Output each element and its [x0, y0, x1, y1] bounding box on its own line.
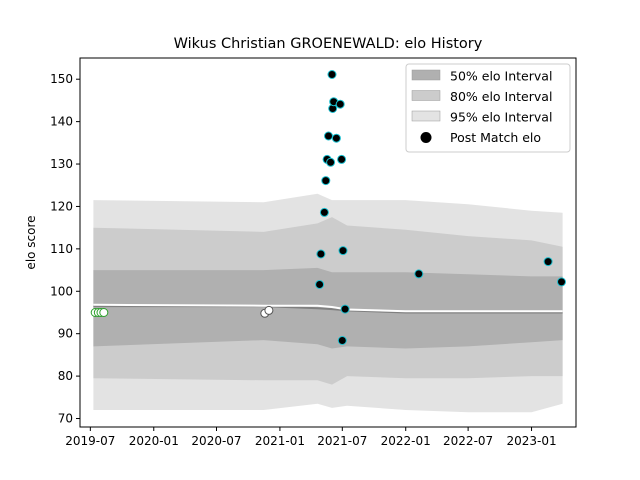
post-match-point	[337, 154, 347, 164]
post-match-point	[321, 176, 331, 186]
post-match-point	[315, 280, 325, 289]
y-axis: 70 80 90 100 110 120 130 140 150	[50, 72, 80, 426]
gap-point	[264, 305, 274, 315]
x-tick-label: 2022-01	[381, 434, 431, 448]
y-tick-label: 90	[58, 327, 73, 341]
y-tick-label: 70	[58, 412, 73, 426]
post-match-point	[326, 157, 336, 167]
post-match-point	[543, 257, 553, 267]
post-match-point	[557, 277, 566, 287]
y-tick-label: 110	[50, 242, 73, 256]
early-point	[99, 308, 109, 317]
post-match-point	[414, 269, 424, 279]
x-tick-label: 2020-01	[129, 434, 179, 448]
y-axis-label: elo score	[24, 215, 38, 269]
y-tick-label: 100	[50, 284, 73, 298]
y-tick-label: 80	[58, 369, 73, 383]
x-axis: 2019-07 2020-01 2020-07 2021-01 2021-07 2022-…	[65, 427, 557, 448]
post-match-point	[319, 207, 329, 217]
post-match-point	[337, 336, 347, 345]
plot-frame	[79, 57, 577, 428]
legend-label: 50% elo Interval	[450, 69, 552, 84]
x-tick-label: 2019-07	[65, 434, 115, 448]
post-match-point	[324, 131, 333, 141]
post-match-point	[338, 246, 348, 256]
post-match-point	[316, 249, 326, 259]
post-match-point	[327, 70, 337, 79]
x-tick-label: 2022-07	[443, 434, 493, 448]
legend-label: 95% elo Interval	[450, 110, 552, 125]
x-tick-label: 2023-01	[506, 434, 556, 448]
y-tick-label: 130	[50, 157, 73, 171]
y-tick-label: 140	[50, 115, 73, 129]
legend-marker	[420, 132, 432, 143]
chart-title: Wikus Christian GROENEWALD: elo History	[174, 36, 483, 52]
post-match-point	[331, 133, 341, 143]
legend-swatch	[411, 110, 441, 122]
legend-box	[405, 63, 571, 153]
legend: 50% elo Interval 80% elo Interval 95% elo …	[405, 63, 571, 153]
x-tick-label: 2021-01	[255, 434, 305, 448]
x-tick-label: 2021-07	[317, 434, 367, 448]
legend-swatch	[411, 69, 441, 81]
legend-label: 80% elo Interval	[450, 89, 552, 104]
post-match-points	[90, 70, 566, 345]
post-match-point	[340, 304, 350, 314]
legend-swatch	[411, 90, 441, 101]
post-match-point	[335, 99, 345, 109]
y-tick-label: 150	[50, 72, 73, 86]
y-tick-label: 120	[50, 199, 73, 213]
interval-bands	[93, 193, 563, 413]
legend-label: Post Match elo	[450, 130, 541, 145]
x-tick-label: 2020-07	[191, 434, 241, 448]
